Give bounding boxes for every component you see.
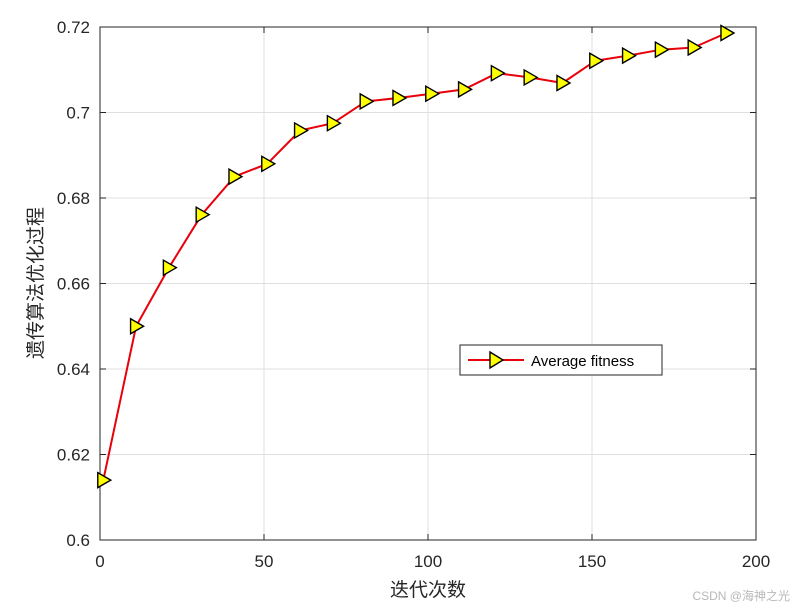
x-axis-title: 迭代次数	[390, 579, 466, 601]
data-point-marker	[523, 68, 539, 87]
grid-layer	[99, 26, 757, 541]
data-point-marker	[589, 52, 605, 70]
data-point-marker	[293, 121, 309, 140]
legend: Average fitness	[459, 344, 663, 376]
series-layer	[97, 24, 736, 489]
data-point-marker	[654, 40, 670, 59]
y-tick-label: 0.72	[57, 18, 90, 37]
data-point-marker	[162, 258, 178, 277]
y-axis-title: 遗传算法优化过程	[25, 207, 47, 359]
data-point-marker	[359, 92, 375, 111]
data-point-marker	[261, 155, 277, 173]
data-point-marker	[556, 74, 572, 92]
y-tick-label: 0.6	[66, 531, 90, 550]
data-point-marker	[195, 205, 211, 224]
data-point-marker	[687, 38, 703, 57]
x-tick-label: 150	[578, 552, 606, 571]
data-point-marker	[457, 80, 473, 99]
legend-marker	[489, 350, 505, 370]
y-tick-label: 0.62	[57, 446, 90, 465]
data-point-marker	[490, 64, 506, 82]
y-tick-label: 0.66	[57, 275, 90, 294]
x-tick-label: 0	[95, 552, 104, 571]
watermark: CSDN @海神之光	[692, 588, 790, 603]
y-tick-label: 0.68	[57, 189, 90, 208]
data-point-marker	[129, 317, 145, 335]
data-point-marker	[621, 46, 637, 65]
x-tick-label: 100	[414, 552, 442, 571]
y-tick-label: 0.7	[66, 104, 90, 123]
x-tick-label: 50	[255, 552, 274, 571]
data-point-marker	[326, 114, 342, 132]
data-point-marker	[228, 167, 244, 186]
data-point-marker	[97, 471, 113, 489]
tick-label-layer: 0 50 100 150 200 0.6 0.62 0.64 0.66 0.68 0.7 0.72	[57, 18, 770, 571]
data-point-marker	[720, 24, 736, 42]
y-tick-label: 0.64	[57, 360, 90, 379]
data-point-marker	[392, 89, 408, 107]
tick-layer	[99, 26, 757, 541]
data-point-marker	[425, 84, 441, 103]
x-tick-label: 200	[742, 552, 770, 571]
legend-label: Average fitness	[531, 353, 634, 370]
